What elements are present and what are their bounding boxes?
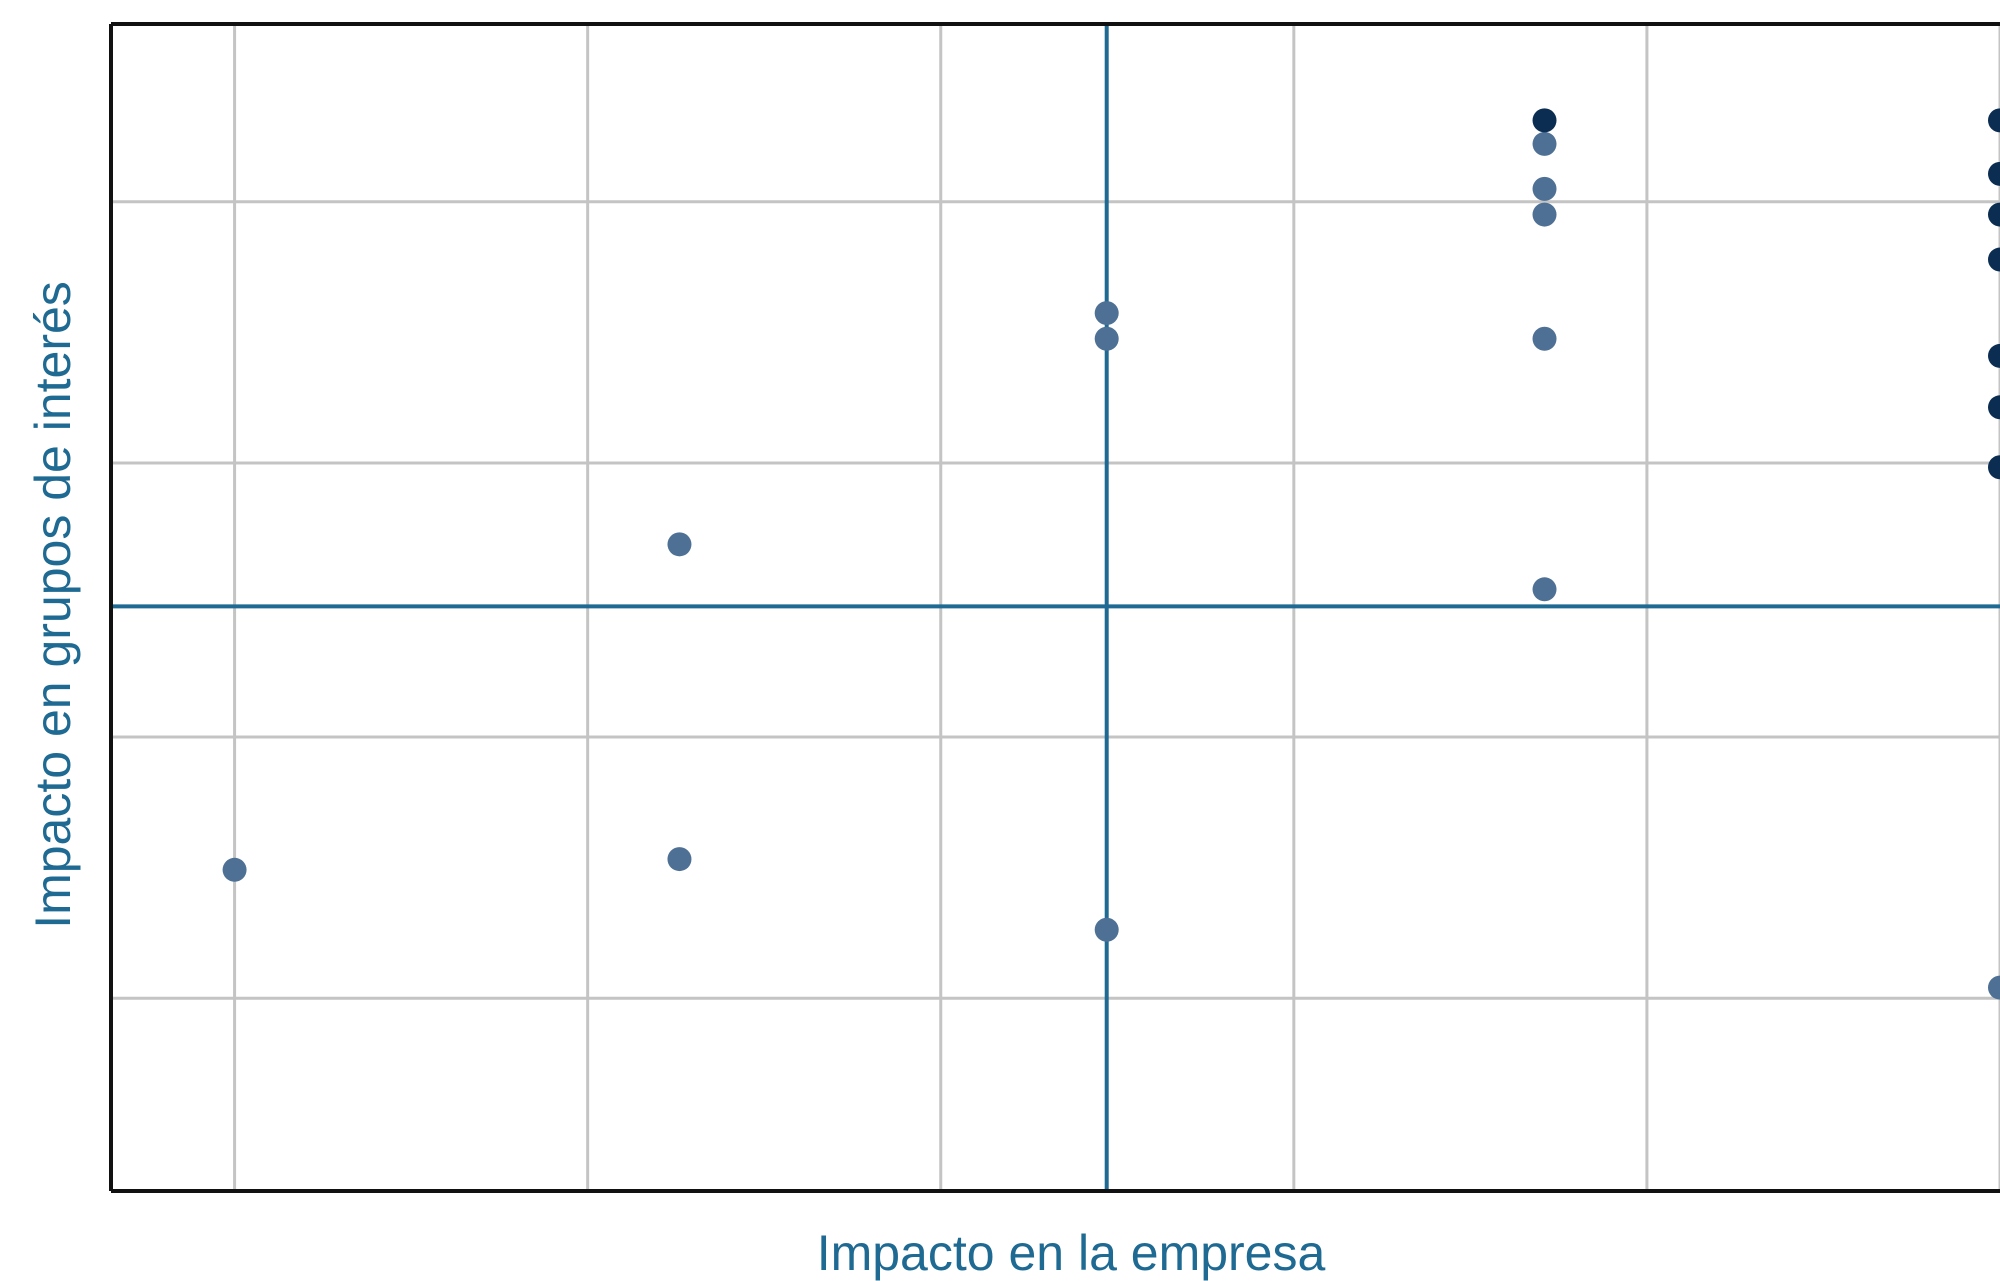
data-point-light-11 xyxy=(1532,577,1557,602)
data-point-light-8 xyxy=(1532,176,1557,201)
data-point-light-4 xyxy=(1094,301,1119,326)
data-point-dark-7 xyxy=(1988,395,2000,420)
data-point-light-5 xyxy=(1094,326,1119,351)
data-point-light-3 xyxy=(667,847,692,872)
data-point-light-12 xyxy=(1988,975,2000,1000)
y-axis-title: Impacto en grupos de interés xyxy=(25,281,81,929)
data-point-dark-4 xyxy=(1988,202,2000,227)
data-point-dark-3 xyxy=(1988,161,2000,186)
data-points xyxy=(222,108,2000,1000)
data-point-dark-8 xyxy=(1988,455,2000,480)
x-axis-title: Impacto en la empresa xyxy=(817,1225,1326,1281)
data-point-light-9 xyxy=(1532,202,1557,227)
data-point-light-10 xyxy=(1532,326,1557,351)
data-point-light-2 xyxy=(667,532,692,557)
reference-lines xyxy=(111,24,2000,1191)
data-point-dark-5 xyxy=(1988,247,2000,272)
data-point-light-6 xyxy=(1094,917,1119,942)
data-point-light-1 xyxy=(222,857,247,882)
data-point-dark-1 xyxy=(1532,108,1557,133)
data-point-light-7 xyxy=(1532,131,1557,156)
data-point-dark-2 xyxy=(1988,108,2000,133)
data-point-dark-6 xyxy=(1988,343,2000,368)
